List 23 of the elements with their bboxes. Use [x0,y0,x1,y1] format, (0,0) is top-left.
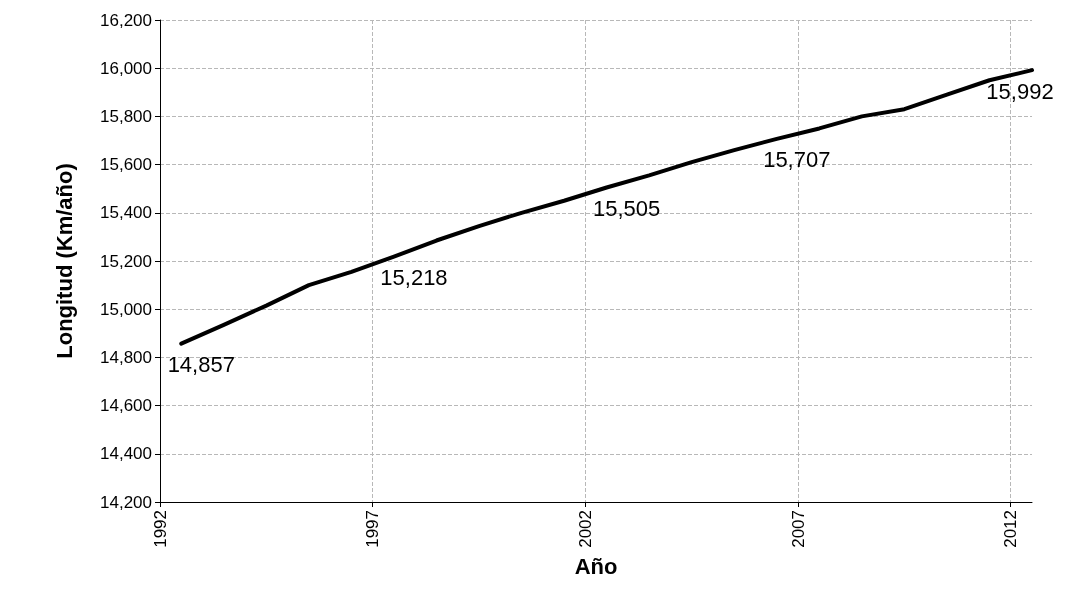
x-tick-label: 2012 [1001,510,1021,548]
y-tick-label: 15,000 [100,299,152,319]
data-label: 15,707 [763,147,831,173]
y-tick-label: 16,200 [100,10,152,30]
y-tick-label: 14,800 [100,347,152,367]
x-axis-title: Año [574,554,618,580]
y-axis-title: Longitud (Km/año) [51,163,77,359]
x-tick-label: 1992 [150,510,170,548]
y-tick-label: 14,400 [100,444,152,464]
x-tick-label: 2007 [788,510,808,548]
data-label: 15,505 [592,195,661,221]
y-tick-label: 15,600 [100,155,152,175]
y-tick-label: 14,600 [100,396,152,416]
data-label: 14,857 [167,352,235,378]
y-tick-label: 15,200 [100,251,152,271]
y-tick-label: 15,800 [100,106,152,126]
y-tick-label: 15,400 [100,203,152,223]
x-tick-label: 2002 [575,510,595,548]
y-tick-label: 16,000 [100,58,152,78]
x-tick-label: 1997 [363,510,383,548]
data-label: 15,218 [380,265,448,291]
data-label: 15,992 [986,78,1054,104]
y-tick-label: 14,200 [100,492,152,512]
